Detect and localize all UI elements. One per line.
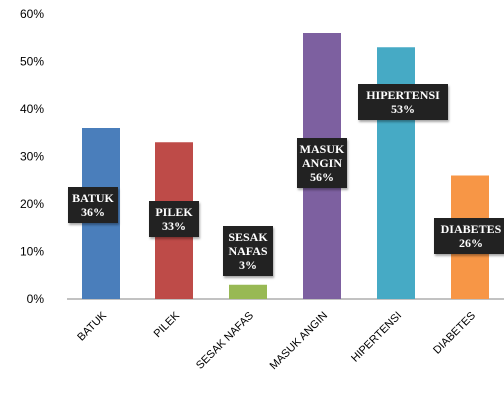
data-label-text: HIPERTENSI: [366, 88, 440, 102]
x-tick-label: MASUK ANGIN: [268, 310, 331, 373]
data-label-text: MASUK: [300, 142, 345, 156]
data-label-text: 53%: [391, 102, 415, 116]
data-label-text: BATUK: [72, 191, 114, 205]
x-tick-label: SESAK NAFAS: [194, 310, 256, 372]
y-axis-ticks: 0% 10% 20% 30% 40% 50% 60%: [20, 7, 44, 306]
y-tick-label: 30%: [20, 150, 44, 164]
y-tick-label: 40%: [20, 102, 44, 116]
y-tick-label: 10%: [20, 245, 44, 259]
y-tick-label: 60%: [20, 7, 44, 21]
bar: [229, 284, 267, 299]
x-tick-label: PILEK: [152, 309, 183, 340]
data-label-text: DIABETES: [441, 222, 502, 236]
y-tick-label: 20%: [20, 197, 44, 211]
data-label-box: [297, 138, 347, 188]
data-label-box: [223, 226, 273, 276]
data-label-text: 3%: [239, 258, 257, 272]
data-label-box: [149, 201, 199, 237]
data-label-text: SESAK: [228, 230, 268, 244]
category-labels: BATUK PILEK SESAK NAFAS MASUK ANGIN HIPERTEN…: [75, 309, 478, 372]
data-label-box: [358, 84, 448, 120]
x-tick-label: DIABETES: [431, 310, 478, 357]
data-label-text: 56%: [310, 170, 334, 184]
data-label-text: NAFAS: [228, 244, 267, 258]
data-label-text: 36%: [81, 205, 105, 219]
y-tick-label: 50%: [20, 55, 44, 69]
data-label-text: ANGIN: [302, 156, 342, 170]
data-label-text: PILEK: [155, 205, 193, 219]
x-tick-label: BATUK: [75, 309, 109, 343]
bars: [82, 33, 489, 299]
x-tick-label: HIPERTENSI: [349, 310, 404, 365]
data-label-box: [434, 218, 504, 254]
data-label-text: 33%: [162, 219, 186, 233]
data-label-text: 26%: [459, 236, 483, 250]
y-tick-label: 0%: [27, 292, 45, 306]
data-label-box: [68, 187, 118, 223]
